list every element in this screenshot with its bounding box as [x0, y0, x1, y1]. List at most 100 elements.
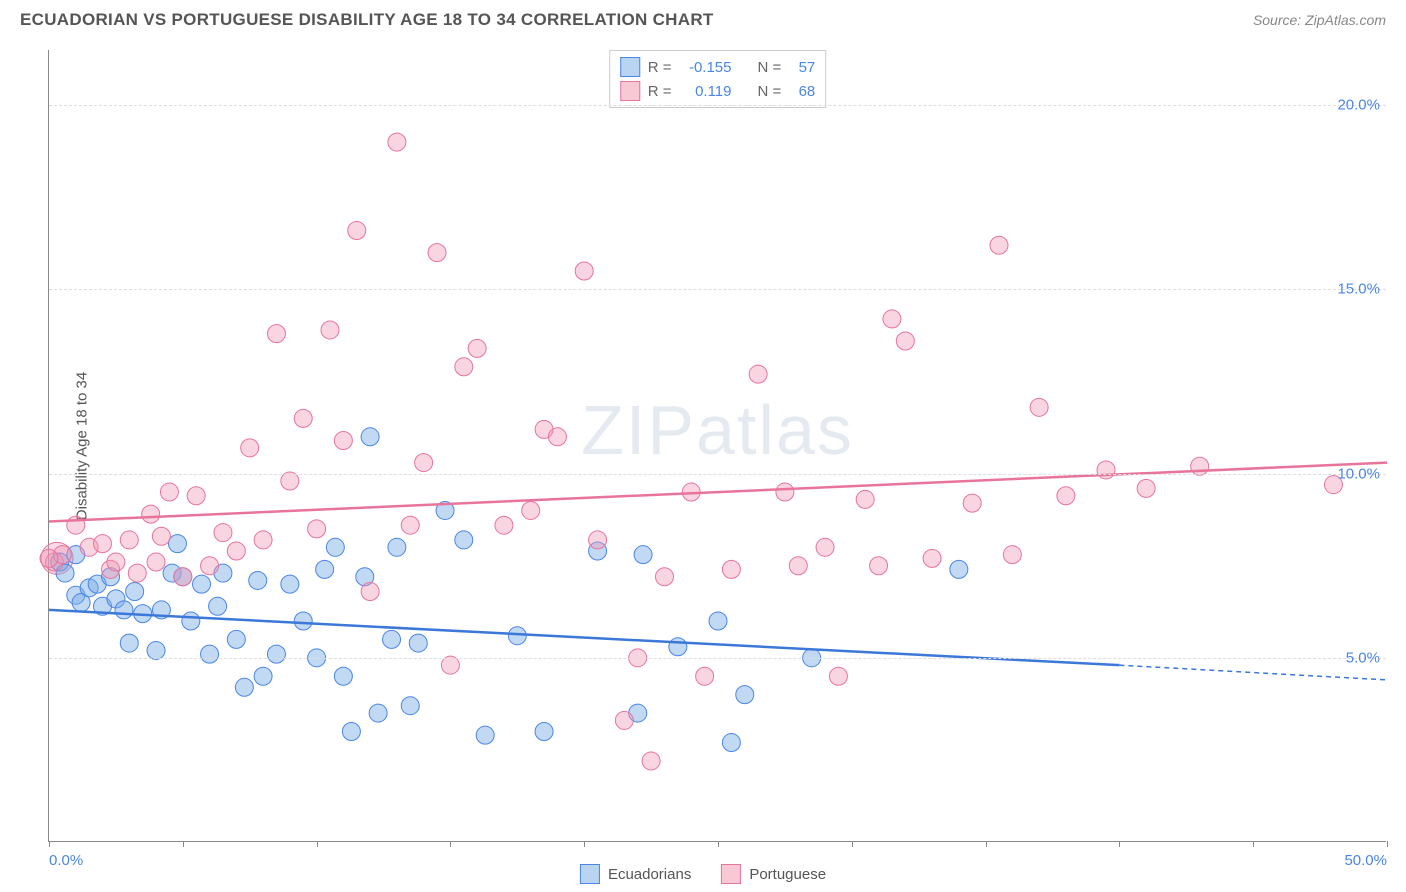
data-point [1003, 546, 1021, 564]
data-point [241, 439, 259, 457]
x-tick [450, 841, 451, 847]
trend-line [49, 463, 1387, 522]
data-point [254, 667, 272, 685]
y-tick-label: 15.0% [1337, 281, 1380, 298]
data-point [870, 557, 888, 575]
data-point [267, 325, 285, 343]
trend-line-extrapolated [1119, 665, 1387, 680]
data-point [722, 560, 740, 578]
header: ECUADORIAN VS PORTUGUESE DISABILITY AGE … [0, 0, 1406, 36]
data-point [227, 542, 245, 560]
data-point [634, 546, 652, 564]
gridline [49, 474, 1386, 475]
n-value: 57 [789, 59, 815, 76]
data-point [722, 734, 740, 752]
data-point [455, 358, 473, 376]
data-point [201, 557, 219, 575]
data-point [415, 454, 433, 472]
x-tick [1387, 841, 1388, 847]
data-point [789, 557, 807, 575]
data-point [535, 722, 553, 740]
data-point [896, 332, 914, 350]
data-point [361, 428, 379, 446]
gridline [49, 289, 1386, 290]
legend-item: Portuguese [721, 864, 826, 884]
data-point [209, 597, 227, 615]
data-point [1191, 457, 1209, 475]
data-point [321, 321, 339, 339]
data-point [235, 678, 253, 696]
data-point [182, 612, 200, 630]
data-point [160, 483, 178, 501]
n-label: N = [758, 59, 782, 76]
data-point [281, 575, 299, 593]
data-point [128, 564, 146, 582]
data-point [40, 549, 58, 567]
data-point [147, 641, 165, 659]
data-point [409, 634, 427, 652]
data-point [856, 490, 874, 508]
data-point [342, 722, 360, 740]
data-point [401, 697, 419, 715]
data-point [168, 535, 186, 553]
data-point [348, 222, 366, 240]
data-point [428, 244, 446, 262]
stats-row: R =0.119N =68 [620, 79, 816, 103]
data-point [201, 645, 219, 663]
data-point [441, 656, 459, 674]
bottom-legend: Ecuadorians Portuguese [580, 864, 826, 884]
x-tick [183, 841, 184, 847]
correlation-stats-box: R =-0.155N =57R =0.119N =68 [609, 50, 827, 108]
data-point [193, 575, 211, 593]
n-value: 68 [789, 83, 815, 100]
y-tick-label: 5.0% [1346, 649, 1380, 666]
data-point [615, 711, 633, 729]
data-point [669, 638, 687, 656]
data-point [589, 531, 607, 549]
data-point [388, 538, 406, 556]
n-label: N = [758, 83, 782, 100]
y-tick-label: 20.0% [1337, 97, 1380, 114]
y-tick-label: 10.0% [1337, 465, 1380, 482]
data-point [776, 483, 794, 501]
scatter-plot-svg [49, 50, 1386, 841]
x-tick [49, 841, 50, 847]
data-point [736, 686, 754, 704]
r-label: R = [648, 83, 672, 100]
data-point [281, 472, 299, 490]
data-point [152, 527, 170, 545]
x-tick [317, 841, 318, 847]
data-point [749, 365, 767, 383]
data-point [508, 627, 526, 645]
legend-item: Ecuadorians [580, 864, 691, 884]
data-point [495, 516, 513, 534]
series-swatch [620, 57, 640, 77]
x-tick [1119, 841, 1120, 847]
data-point [326, 538, 344, 556]
data-point [334, 431, 352, 449]
data-point [383, 630, 401, 648]
data-point [696, 667, 714, 685]
data-point [575, 262, 593, 280]
data-point [142, 505, 160, 523]
data-point [1137, 479, 1155, 497]
chart-title: ECUADORIAN VS PORTUGUESE DISABILITY AGE … [20, 10, 714, 30]
legend-swatch [580, 864, 600, 884]
data-point [254, 531, 272, 549]
x-tick [986, 841, 987, 847]
data-point [548, 428, 566, 446]
data-point [94, 535, 112, 553]
data-point [1057, 487, 1075, 505]
legend-label: Portuguese [749, 866, 826, 883]
source-attribution: Source: ZipAtlas.com [1253, 12, 1386, 28]
data-point [1030, 398, 1048, 416]
data-point [361, 583, 379, 601]
data-point [294, 409, 312, 427]
data-point [227, 630, 245, 648]
chart-plot-area: ZIPatlas R =-0.155N =57R =0.119N =68 5.0… [48, 50, 1386, 842]
data-point [308, 520, 326, 538]
data-point [950, 560, 968, 578]
gridline [49, 105, 1386, 106]
data-point [883, 310, 901, 328]
x-tick [584, 841, 585, 847]
